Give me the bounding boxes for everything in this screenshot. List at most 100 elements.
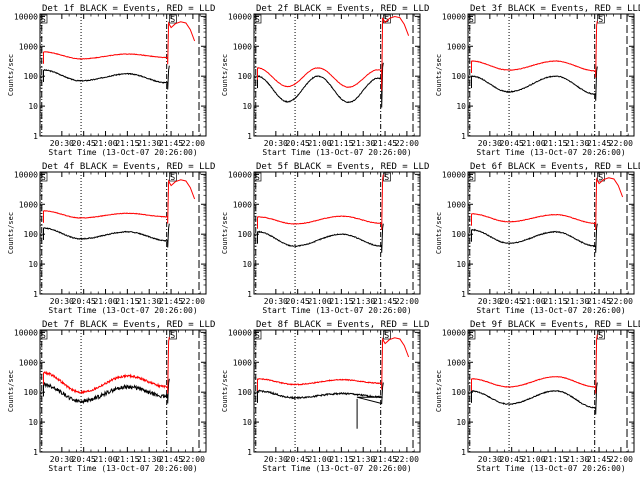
x-tick-label: 20:45 xyxy=(72,297,96,306)
panel-title: Det 5f BLACK = Events, RED = LLD xyxy=(256,162,429,172)
marker-box-right xyxy=(169,14,177,24)
series-line-lld xyxy=(43,21,196,65)
y-tick-label: 100 xyxy=(238,230,253,239)
marker-s-right: S xyxy=(598,15,603,24)
series-line-lld xyxy=(471,334,598,394)
x-axis-label: Start Time (13-Oct-07 20:26:00) xyxy=(262,464,411,473)
plot-frame xyxy=(253,329,421,453)
y-tick-label: 10 xyxy=(28,260,38,269)
marker-s-right: S xyxy=(170,173,175,182)
y-tick-label: 10 xyxy=(456,418,466,427)
y-axis-label: Counts/sec xyxy=(7,370,15,412)
panel-title: Det 7f BLACK = Events, RED = LLD xyxy=(42,320,215,330)
x-tick-label: 20:30 xyxy=(264,297,288,306)
y-axis-label: Counts/sec xyxy=(7,212,15,254)
marker-s-left: S xyxy=(255,173,260,182)
plot-frame xyxy=(39,329,207,453)
x-axis-label: Start Time (13-Oct-07 20:26:00) xyxy=(48,306,197,315)
y-axis-label: Counts/sec xyxy=(221,212,229,254)
x-axis-label: Start Time (13-Oct-07 20:26:00) xyxy=(48,148,197,157)
marker-s-right: S xyxy=(170,15,175,24)
y-tick-label: 10 xyxy=(28,418,38,427)
y-tick-label: 10000 xyxy=(442,12,466,21)
y-tick-label: 10 xyxy=(456,102,466,111)
y-axis-label: Counts/sec xyxy=(221,370,229,412)
x-tick-label: 20:45 xyxy=(286,139,310,148)
marker-s-left: S xyxy=(469,173,474,182)
x-tick-label: 21:00 xyxy=(93,139,117,148)
y-tick-label: 1 xyxy=(247,290,252,299)
series-line-events xyxy=(471,382,598,415)
x-tick-label: 20:30 xyxy=(478,297,502,306)
marker-box-left xyxy=(253,330,262,340)
marker-box-left xyxy=(39,330,48,340)
x-tick-label: 21:30 xyxy=(565,455,589,464)
y-tick-label: 1 xyxy=(247,448,252,457)
y-tick-label: 1000 xyxy=(233,42,252,51)
y-tick-label: 1000 xyxy=(19,358,38,367)
x-tick-label: 20:45 xyxy=(286,455,310,464)
y-tick-label: 10 xyxy=(456,260,466,269)
panel-title: Det 2f BLACK = Events, RED = LLD xyxy=(256,4,429,14)
x-tick-label: 21:15 xyxy=(329,297,353,306)
x-tick-label: 22:00 xyxy=(609,455,633,464)
panel-title: Det 1f BLACK = Events, RED = LLD xyxy=(42,4,215,14)
marker-s-left: S xyxy=(41,15,46,24)
marker-box-left xyxy=(467,14,476,24)
x-tick-label: 21:15 xyxy=(543,297,567,306)
x-tick-label: 22:00 xyxy=(609,139,633,148)
x-tick-label: 21:00 xyxy=(93,455,117,464)
marker-s-left: S xyxy=(469,331,474,340)
chart-panel-6: Det 6f BLACK = Events, RED = LLD 1 10 100 10… xyxy=(435,162,640,315)
y-tick-label: 1 xyxy=(33,448,38,457)
marker-box-left xyxy=(467,330,476,340)
series-line-events xyxy=(43,223,170,248)
series-line-events xyxy=(43,65,170,90)
plot-frame xyxy=(467,329,635,453)
marker-s-right: S xyxy=(384,331,389,340)
panel-title: Det 9f BLACK = Events, RED = LLD xyxy=(470,320,640,330)
y-tick-label: 10 xyxy=(242,102,252,111)
plot-frame xyxy=(253,13,421,137)
y-tick-label: 1000 xyxy=(447,358,466,367)
y-tick-label: 10000 xyxy=(442,328,466,337)
marker-box-right xyxy=(169,172,177,182)
x-tick-label: 21:30 xyxy=(565,297,589,306)
x-tick-label: 20:30 xyxy=(264,139,288,148)
y-tick-label: 1000 xyxy=(447,200,466,209)
plot-frame xyxy=(39,13,207,137)
y-tick-label: 10000 xyxy=(228,328,252,337)
x-axis-label: Start Time (13-Oct-07 20:26:00) xyxy=(476,306,625,315)
x-tick-label: 22:00 xyxy=(609,297,633,306)
chart-panel-3: Det 3f BLACK = Events, RED = LLD 1 10 100 10… xyxy=(435,4,640,157)
x-tick-label: 21:00 xyxy=(521,297,545,306)
x-tick-label: 22:00 xyxy=(181,455,205,464)
x-tick-label: 21:45 xyxy=(159,455,183,464)
x-axis-label: Start Time (13-Oct-07 20:26:00) xyxy=(476,148,625,157)
x-tick-label: 21:00 xyxy=(521,455,545,464)
x-tick-label: 22:00 xyxy=(395,139,419,148)
y-axis-label: Counts/sec xyxy=(435,212,443,254)
x-tick-label: 21:30 xyxy=(137,297,161,306)
x-tick-label: 21:45 xyxy=(159,139,183,148)
x-tick-label: 21:15 xyxy=(329,139,353,148)
x-tick-label: 21:00 xyxy=(307,297,331,306)
plot-frame xyxy=(253,171,421,295)
marker-box-right xyxy=(169,330,177,340)
y-tick-label: 100 xyxy=(24,388,39,397)
x-tick-label: 21:15 xyxy=(115,297,139,306)
y-tick-label: 10000 xyxy=(14,170,38,179)
marker-box-right xyxy=(383,330,391,340)
y-tick-label: 1000 xyxy=(233,200,252,209)
y-tick-label: 100 xyxy=(24,72,39,81)
chart-panel-9: Det 9f BLACK = Events, RED = LLD 1 10 100 10… xyxy=(435,320,640,473)
y-tick-label: 10 xyxy=(28,102,38,111)
series-line-lld xyxy=(257,337,410,390)
x-tick-label: 20:30 xyxy=(50,455,74,464)
y-tick-label: 1 xyxy=(461,448,466,457)
x-tick-label: 21:45 xyxy=(587,297,611,306)
x-tick-label: 20:45 xyxy=(286,297,310,306)
x-tick-label: 21:15 xyxy=(543,139,567,148)
series-line-lld xyxy=(257,174,384,231)
y-tick-label: 1 xyxy=(461,132,466,141)
